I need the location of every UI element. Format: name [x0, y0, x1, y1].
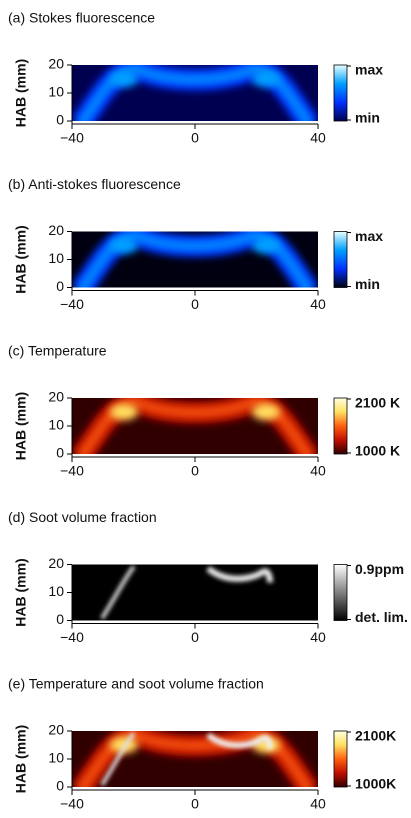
colorbar-min-label: 1000 K	[355, 443, 400, 459]
x-tick-label: −40	[60, 463, 84, 479]
colorbar-min-label: min	[355, 276, 380, 292]
colorbar	[333, 397, 348, 455]
x-tick-label: 0	[191, 463, 199, 479]
heatmap-image	[72, 231, 318, 288]
y-tick-label: 10	[48, 84, 64, 100]
panel-title: (e) Temperature and soot volume fraction	[8, 676, 264, 692]
panel-title: (b) Anti-stokes fluorescence	[8, 176, 181, 192]
image-band	[76, 65, 314, 121]
panel-title: (c) Temperature	[8, 343, 107, 359]
x-tick-label: −40	[60, 130, 84, 146]
image-hot	[110, 237, 138, 254]
image-band	[76, 398, 314, 454]
x-tick-label: −40	[60, 629, 84, 645]
colorbar	[333, 231, 348, 288]
soot-arc	[206, 566, 273, 583]
x-tick-label: 0	[191, 130, 199, 146]
y-axis-label: HAB (mm)	[13, 59, 29, 127]
y-tick-label: 10	[48, 250, 64, 266]
y-tick-label: 10	[48, 750, 64, 766]
panel-title: (d) Soot volume fraction	[8, 509, 157, 525]
y-axis-label: HAB (mm)	[13, 558, 29, 626]
colorbar-max-label: 2100 K	[355, 395, 400, 411]
image-band	[76, 731, 314, 787]
soot-arc	[100, 565, 136, 620]
y-tick-label: 20	[48, 389, 64, 405]
y-tick-label: 20	[48, 555, 64, 571]
image-background	[72, 564, 318, 621]
x-tick-label: −40	[60, 296, 84, 312]
y-tick-label: 0	[56, 778, 64, 794]
y-tick-label: 10	[48, 583, 64, 599]
colorbar-min-label: 1000K	[355, 776, 396, 792]
heatmap-image	[72, 564, 318, 621]
colorbar	[333, 64, 348, 122]
colorbar	[333, 730, 348, 788]
y-axis-label: HAB (mm)	[13, 225, 29, 293]
colorbar-max-label: 0.9ppm	[355, 561, 404, 577]
x-tick-label: 0	[191, 629, 199, 645]
image-hot	[110, 404, 138, 420]
heatmap-image	[72, 65, 318, 121]
y-tick-label: 0	[56, 278, 64, 294]
y-tick-label: 0	[56, 445, 64, 461]
x-tick-label: 40	[310, 796, 326, 812]
y-tick-label: 10	[48, 417, 64, 433]
colorbar-min-label: det. lim.	[355, 609, 408, 625]
y-axis-label: HAB (mm)	[13, 392, 29, 460]
colorbar-max-label: max	[355, 62, 383, 78]
x-tick-label: 40	[310, 296, 326, 312]
y-axis-label: HAB (mm)	[13, 725, 29, 793]
heatmap-image	[72, 731, 318, 787]
y-tick-label: 0	[56, 112, 64, 128]
image-hot	[252, 237, 280, 254]
colorbar	[333, 564, 348, 621]
soot-arc	[206, 732, 273, 750]
y-tick-label: 20	[48, 56, 64, 72]
x-tick-label: 40	[310, 629, 326, 645]
image-hot	[252, 404, 280, 420]
x-tick-label: 0	[191, 296, 199, 312]
colorbar-max-label: 2100K	[355, 728, 396, 744]
y-tick-label: 20	[48, 722, 64, 738]
colorbar-min-label: min	[355, 110, 380, 126]
image-band	[76, 231, 314, 288]
panel-title: (a) Stokes fluorescence	[8, 10, 155, 26]
colorbar-max-label: max	[355, 228, 383, 244]
x-tick-label: 40	[310, 130, 326, 146]
x-tick-label: −40	[60, 796, 84, 812]
x-tick-label: 0	[191, 796, 199, 812]
y-tick-label: 0	[56, 611, 64, 627]
heatmap-image	[72, 398, 318, 454]
x-tick-label: 40	[310, 463, 326, 479]
y-tick-label: 20	[48, 222, 64, 238]
image-hot	[252, 71, 280, 87]
soot-arc	[100, 731, 136, 787]
image-hot	[110, 71, 138, 87]
